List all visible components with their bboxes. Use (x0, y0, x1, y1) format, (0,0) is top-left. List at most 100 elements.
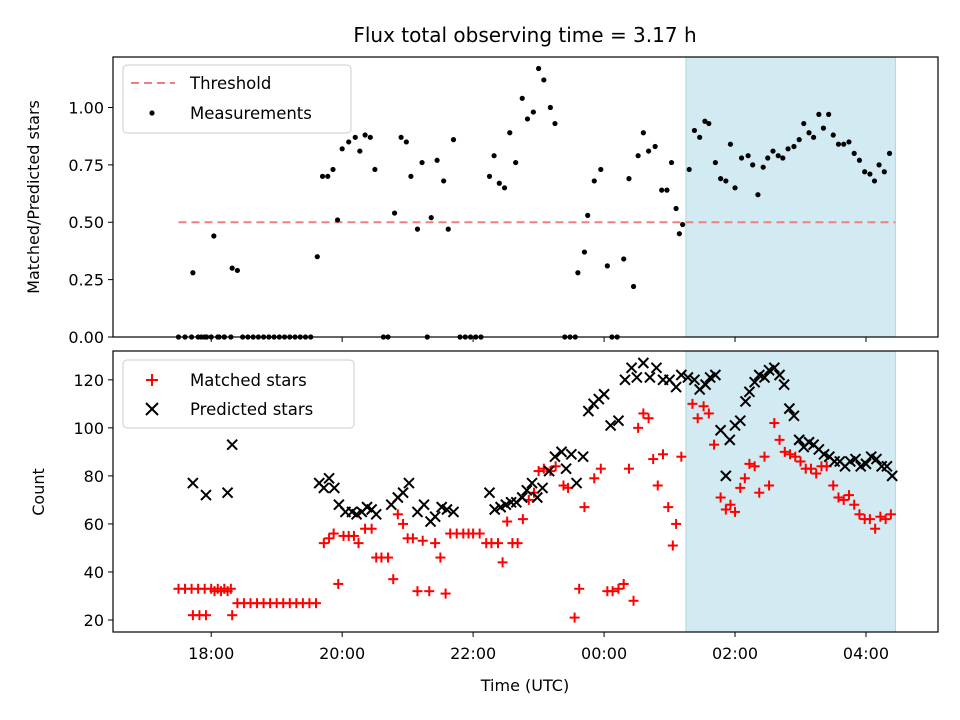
matched-star-point (348, 530, 359, 541)
matched-star-point (715, 492, 726, 503)
predicted-star-point (489, 503, 501, 516)
predicted-star-point (758, 371, 771, 384)
matched-star-point (785, 449, 796, 460)
measurement-point (357, 148, 363, 154)
matched-star-point (222, 586, 233, 597)
matched-star-point (648, 454, 659, 465)
measurement-point (702, 118, 708, 124)
matched-star-point (607, 586, 618, 597)
measurement-point (856, 157, 863, 163)
measurement-point (645, 148, 652, 154)
measurement-point (391, 210, 398, 216)
xtick-label: 00:00 (581, 644, 627, 663)
predicted-star-point (429, 511, 441, 523)
measurement-point (750, 162, 756, 168)
top-ytick-label: 0.00 (68, 328, 104, 347)
measurement-point (626, 176, 632, 182)
measurement-point (541, 77, 547, 83)
matched-star-point (870, 523, 881, 534)
matched-star-point (864, 514, 875, 525)
predicted-star-point (773, 369, 786, 381)
predicted-star-point (828, 455, 841, 468)
measurement-point (552, 120, 558, 127)
matched-star-point (843, 490, 854, 501)
measurement-point (686, 166, 692, 173)
measurement-point (765, 155, 771, 161)
matched-star-point (200, 610, 211, 621)
measurement-point (339, 146, 345, 152)
measurement-point (841, 141, 847, 147)
predicted-star-point (631, 371, 643, 384)
predicted-star-point (644, 371, 656, 384)
predicted-star-point (739, 395, 752, 408)
matched-star-point (692, 413, 703, 424)
measurement-point (673, 205, 679, 212)
predicted-star-point (625, 362, 638, 374)
x-axis-label: Time (UTC) (480, 676, 569, 695)
measurement-point (691, 127, 698, 134)
matched-star-point (730, 506, 741, 517)
measurement-point (535, 65, 542, 72)
measurement-point (697, 134, 703, 140)
bottom-ytick-label: 60 (84, 515, 104, 534)
matched-star-point (533, 466, 544, 477)
top-panel: Flux total observing time = 3.17 h 0.00 0… (24, 23, 939, 347)
predicted-star-point (526, 477, 538, 489)
chart-title: Flux total observing time = 3.17 h (353, 23, 696, 47)
predicted-star-point (604, 419, 617, 432)
measurement-point (234, 267, 241, 274)
measurement-point (524, 116, 531, 122)
matched-star-point (310, 598, 321, 609)
predicted-star-point (778, 378, 790, 391)
measurement-point (640, 130, 646, 136)
matched-star-point (633, 422, 644, 433)
matched-star-point (709, 439, 720, 450)
predicted-star-point (565, 448, 578, 460)
bottom-plot-frame (112, 350, 939, 633)
matched-star-point (838, 494, 849, 505)
matched-star-point (744, 458, 755, 469)
measurement-point (881, 169, 887, 175)
matched-star-point (595, 463, 606, 474)
predicted-star-point (323, 472, 335, 484)
matched-star-point (774, 434, 785, 445)
matched-star-point (725, 499, 736, 510)
top-ytick-label: 1.00 (68, 98, 104, 117)
matched-star-point (749, 461, 760, 472)
predicted-star-point (403, 477, 415, 489)
measurement-point (403, 139, 409, 145)
measurement-point (732, 185, 738, 191)
matched-star-point (435, 552, 446, 563)
matched-star-point (383, 552, 393, 563)
top-legend: Threshold Measurements (122, 64, 352, 134)
measurement-point (372, 166, 378, 173)
predicted-star-point (793, 434, 805, 446)
predicted-star-point (650, 362, 663, 374)
matched-star-point (875, 511, 886, 522)
predicted-star-point (582, 405, 595, 417)
matched-star-point (392, 509, 403, 520)
measurement-point (362, 132, 368, 138)
matched-star-point (497, 557, 508, 568)
matched-star-point (517, 514, 528, 525)
predicted-star-point (734, 414, 746, 427)
measurement-point (501, 185, 508, 191)
predicted-star-point (670, 381, 682, 393)
measurement-point (810, 134, 817, 140)
measurement-point (862, 169, 868, 175)
matched-star-point (430, 538, 441, 549)
predicted-star-point (447, 506, 460, 518)
legend-matched-swatch (146, 374, 158, 386)
bottom-ytick-label: 80 (84, 467, 104, 486)
matched-star-point (579, 502, 590, 513)
matched-star-point (512, 538, 523, 549)
matched-star-point (227, 610, 238, 621)
measurement-point (676, 231, 682, 237)
matched-star-point (795, 456, 806, 467)
matched-star-point (676, 451, 687, 462)
measurement-point (585, 212, 591, 218)
matched-star-point (407, 533, 418, 544)
predicted-star-point (555, 446, 568, 458)
measurement-point (780, 155, 786, 161)
matched-star-point (328, 528, 339, 539)
